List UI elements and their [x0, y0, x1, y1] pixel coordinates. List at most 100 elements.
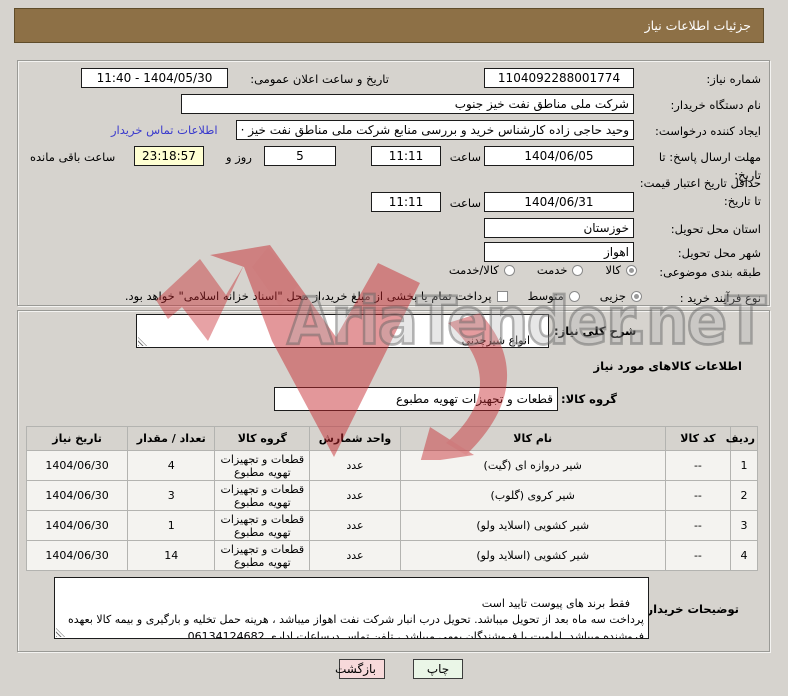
buyer-contact-link[interactable]: اطلاعات تماس خریدار [111, 123, 218, 137]
page-title: جزئیات اطلاعات نیاز [644, 18, 751, 33]
medium-radio[interactable] [568, 290, 580, 302]
goods-table-cell: 1404/06/30 [25, 450, 129, 481]
minor-radio[interactable] [631, 290, 642, 302]
resize-grip-icon[interactable] [56, 628, 65, 637]
goods-table-row: 3 -- شیر کشویی (اسلاید ولو) عدد قطعات و تجهی… [25, 510, 759, 541]
goods-table-cell: قطعات و تجهیزات تهویه مطبوع [214, 450, 311, 481]
goods-radio[interactable] [626, 264, 637, 276]
buyer-notes-value: فقط برند های پیوست تایید است پرداخت سه م… [67, 596, 644, 639]
goods-table-col-header: نام کالا [399, 426, 666, 451]
goods-table-cell: قطعات و تجهیزات تهویه مطبوع [214, 480, 311, 511]
goods-table-cell: 1 [729, 450, 759, 481]
goods-table-col-header: کد کالا [664, 426, 731, 451]
goods-table-cell: قطعات و تجهیزات تهویه مطبوع [214, 540, 311, 571]
goods-table-col-header: تاریخ نیاز [25, 426, 129, 451]
delivery-city-label: شهر محل تحویل: [677, 246, 761, 260]
goods-table-cell: شیر کشویی (اسلاید ولو) [399, 510, 666, 541]
buyer-notes-textarea[interactable]: فقط برند های پیوست تایید است پرداخت سه م… [54, 577, 649, 639]
announce-datetime-field[interactable]: 1404/05/30 - 11:40 [81, 68, 228, 88]
goods-table-header-row: ردیف کد کالا نام کالا واحد شمارش گروه کالا تع… [25, 426, 759, 451]
creator-label: ایجاد کننده درخواست: [655, 124, 761, 138]
process-option-minor[interactable]: جزیی [600, 289, 642, 303]
remaining-days-field[interactable]: 5 [264, 146, 336, 166]
goods-table-row: 2 -- شیر کروی (گلوب) عدد قطعات و تجهیزات تهو… [25, 480, 759, 511]
creator-field[interactable]: وحید حاجی زاده کارشناس خرید و بررسی مناب… [236, 120, 634, 140]
buyer-org-label: نام دستگاه خریدار: [670, 98, 761, 112]
price-validity-time-field[interactable]: 11:11 [371, 192, 441, 212]
goods-table-cell: 1404/06/30 [25, 540, 129, 571]
goods-info-panel: شرح کلی نیاز: انواع شیرچدنی اطلاعات کالا… [17, 310, 770, 652]
need-desc-label: شرح کلی نیاز: [554, 324, 637, 338]
goods-table-wrap: ردیف کد کالا نام کالا واحد شمارش گروه کالا تع… [25, 426, 759, 571]
goods-table-row: 4 -- شیر کشویی (اسلاید ولو) عدد قطعات و تجهی… [25, 540, 759, 571]
delivery-province-field[interactable]: خوزستان [484, 218, 634, 238]
goods-table-cell: 4 [127, 450, 216, 481]
process-type-label: نوع فرآیند خرید : [679, 291, 761, 305]
goods-group-field[interactable]: قطعات و تجهیزات تهویه مطبوع [274, 387, 558, 411]
price-validity-hour-label: ساعت [449, 196, 481, 210]
subject-option-goods[interactable]: کالا [605, 263, 637, 277]
subject-option-service[interactable]: خدمت [537, 263, 584, 277]
goods-table-cell: عدد [309, 540, 401, 571]
goods-table-cell: شیر کشویی (اسلاید ولو) [399, 540, 666, 571]
need-desc-textarea[interactable]: انواع شیرچدنی [136, 314, 549, 348]
goods-table-cell: 4 [729, 540, 759, 571]
goods-table-cell: 1 [127, 510, 216, 541]
delivery-city-field[interactable]: اهواز [484, 242, 634, 262]
announce-datetime-label: تاریخ و ساعت اعلان عمومی: [250, 72, 389, 86]
subject-option-goods-service[interactable]: کالا/خدمت [449, 263, 515, 277]
need-no-label: شماره نیاز: [706, 72, 761, 86]
goods-radio-label: کالا [605, 263, 621, 277]
page-title-bar: جزئیات اطلاعات نیاز [14, 8, 764, 43]
general-info-panel: شماره نیاز: 1104092288001774 تاریخ و ساع… [17, 60, 770, 306]
medium-radio-label: متوسط [527, 289, 564, 303]
subject-class-options: کالا خدمت کالا/خدمت [449, 263, 637, 277]
reply-deadline-date-field[interactable]: 1404/06/05 [484, 146, 634, 166]
service-radio[interactable] [572, 264, 584, 276]
process-option-medium[interactable]: متوسط [528, 289, 580, 303]
minor-radio-label: جزیی [599, 289, 626, 303]
goods-table-cell: 1404/06/30 [25, 510, 129, 541]
goods-table-col-header: ردیف [726, 426, 759, 451]
goods-service-radio-label: کالا/خدمت [448, 263, 499, 277]
price-validity-date-field[interactable]: 1404/06/31 [484, 192, 634, 212]
goods-table-cell: عدد [309, 450, 401, 481]
price-validity-label: حداقل تاریخ اعتبار قیمت: تا تاریخ: [639, 176, 761, 208]
reply-deadline-hour-label: ساعت [449, 150, 481, 164]
goods-table-cell: -- [664, 480, 731, 511]
print-button[interactable]: چاپ [413, 659, 463, 679]
treasury-docs-option[interactable]: پرداخت تمام یا بخشی از مبلغ خرید،از محل … [125, 289, 508, 303]
need-desc-value: انواع شیرچدنی [461, 333, 530, 347]
goods-table-cell: شیر کروی (گلوب) [399, 480, 666, 511]
goods-table-cell: 3 [127, 480, 216, 511]
goods-table-cell: قطعات و تجهیزات تهویه مطبوع [214, 510, 311, 541]
buyer-org-field[interactable]: شرکت ملی مناطق نفت خیز جنوب [181, 94, 634, 114]
buyer-notes-label: توضیحات خریدار: [641, 602, 739, 616]
goods-table-cell: 3 [729, 510, 759, 541]
goods-table-col-header: واحد شمارش [309, 426, 401, 451]
countdown-timer-field: 23:18:57 [134, 146, 204, 166]
reply-deadline-time-field[interactable]: 11:11 [371, 146, 441, 166]
goods-table-cell: -- [664, 450, 731, 481]
reply-deadline-label: مهلت ارسال پاسخ: تا تاریخ: [658, 150, 761, 182]
days-and-label: روز و [226, 150, 252, 164]
goods-table-cell: 14 [127, 540, 216, 571]
resize-grip-icon[interactable] [138, 337, 147, 346]
goods-table-body: 1 -- شیر دروازه ای (گیت) عدد قطعات و تجهیزات… [25, 450, 759, 571]
goods-table-cell: عدد [309, 510, 401, 541]
treasury-docs-label: پرداخت تمام یا بخشی از مبلغ خرید،از محل … [124, 289, 492, 303]
goods-table-cell: شیر دروازه ای (گیت) [399, 450, 666, 481]
goods-group-label: گروه کالا: [561, 392, 617, 406]
goods-table-cell: -- [664, 540, 731, 571]
goods-table-col-header: گروه کالا [214, 426, 311, 451]
hours-remaining-label: ساعت باقی مانده [30, 150, 116, 164]
goods-table: ردیف کد کالا نام کالا واحد شمارش گروه کالا تع… [25, 426, 759, 571]
goods-table-col-header: تعداد / مقدار [127, 426, 216, 451]
goods-info-header: اطلاعات کالاهای مورد نیاز [593, 359, 742, 373]
need-no-field[interactable]: 1104092288001774 [484, 68, 634, 88]
treasury-docs-checkbox[interactable] [496, 290, 508, 302]
back-button[interactable]: بازگشت [335, 659, 385, 679]
goods-table-row: 1 -- شیر دروازه ای (گیت) عدد قطعات و تجهیزات… [25, 450, 759, 481]
goods-service-radio[interactable] [503, 264, 515, 276]
goods-table-cell: 2 [729, 480, 759, 511]
